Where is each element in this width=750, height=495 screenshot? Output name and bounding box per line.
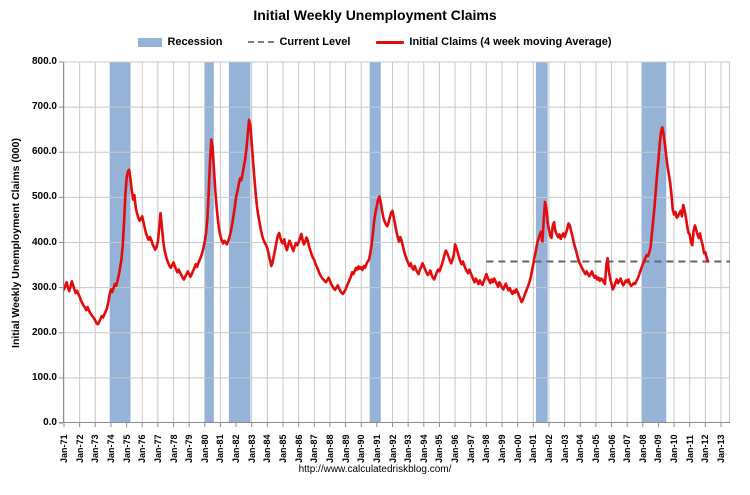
x-tick-label: Jan-13 bbox=[716, 434, 726, 463]
x-tick-label: Jan-99 bbox=[497, 434, 507, 463]
legend-item-initial-claims: Initial Claims (4 week moving Average) bbox=[376, 36, 612, 48]
x-tick-label: Jan-93 bbox=[403, 434, 414, 463]
x-tick-label: Jan-85 bbox=[278, 434, 288, 463]
x-tick-label: Jan-97 bbox=[465, 434, 476, 463]
x-tick-label: Jan-09 bbox=[653, 434, 664, 463]
x-tick-label: Jan-88 bbox=[324, 434, 335, 463]
x-tick-label: Jan-81 bbox=[215, 434, 226, 463]
y-tick-label: 100.0 bbox=[31, 371, 57, 383]
legend-label-current-level: Current Level bbox=[279, 36, 351, 48]
y-tick-label: 800.0 bbox=[31, 56, 57, 67]
x-tick-label: Jan-82 bbox=[231, 434, 242, 463]
current-level-swatch-icon bbox=[248, 41, 275, 43]
x-tick-label: Jan-89 bbox=[340, 434, 351, 463]
x-tick-label: Jan-02 bbox=[543, 434, 554, 463]
chart-legend: Recession Current Level Initial Claims (… bbox=[0, 36, 750, 48]
chart-title: Initial Weekly Unemployment Claims bbox=[253, 7, 497, 23]
x-tick-label: Jan-08 bbox=[637, 434, 648, 463]
x-tick-label: Jan-95 bbox=[434, 434, 445, 463]
y-tick-label: 0.0 bbox=[43, 417, 57, 428]
x-tick-label: Jan-01 bbox=[528, 434, 539, 463]
y-tick-label: 700.0 bbox=[31, 101, 57, 113]
x-tick-label: Jan-84 bbox=[262, 434, 273, 463]
y-tick-label: 600.0 bbox=[31, 146, 57, 158]
x-tick-label: Jan-76 bbox=[137, 434, 148, 463]
x-tick-label: Jan-83 bbox=[246, 434, 257, 463]
y-tick-label: 200.0 bbox=[31, 326, 57, 338]
x-tick-label: Jan-94 bbox=[418, 434, 429, 463]
x-tick-label: Jan-79 bbox=[184, 434, 195, 463]
x-tick-label: Jan-90 bbox=[356, 434, 367, 463]
legend-label-initial-claims: Initial Claims (4 week moving Average) bbox=[409, 36, 612, 48]
plot-area bbox=[59, 61, 730, 427]
x-tick-label: Jan-05 bbox=[590, 434, 601, 463]
x-tick-label: Jan-71 bbox=[59, 434, 69, 463]
x-tick-label: Jan-03 bbox=[559, 434, 570, 463]
x-tick-label: Jan-87 bbox=[309, 434, 320, 463]
x-tick-label: Jan-07 bbox=[622, 434, 633, 463]
legend-item-current-level: Current Level bbox=[248, 36, 350, 48]
legend-item-recession: Recession bbox=[138, 36, 222, 48]
x-tick-label: Jan-72 bbox=[74, 434, 85, 463]
x-tick-label: Jan-11 bbox=[684, 434, 695, 463]
x-tick-label: Jan-80 bbox=[199, 434, 210, 463]
source-url: http://www.calculatedriskblog.com/ bbox=[298, 464, 452, 475]
x-tick-label: Jan-12 bbox=[700, 434, 711, 463]
x-tick-label: Jan-04 bbox=[575, 434, 586, 463]
x-tick-label: Jan-96 bbox=[450, 434, 461, 463]
recession-swatch-icon bbox=[138, 37, 163, 47]
x-tick-label: Jan-86 bbox=[293, 434, 304, 463]
y-tick-label: 500.0 bbox=[31, 191, 57, 203]
x-tick-label: Jan-98 bbox=[481, 434, 492, 463]
x-tick-label: Jan-92 bbox=[387, 434, 398, 463]
legend-label-recession: Recession bbox=[167, 36, 223, 48]
y-tick-label: 300.0 bbox=[31, 281, 57, 293]
initial-claims-swatch-icon bbox=[376, 40, 405, 44]
x-tick-label: Jan-74 bbox=[105, 434, 116, 463]
x-tick-label: Jan-78 bbox=[168, 434, 179, 463]
x-tick-label: Jan-73 bbox=[90, 434, 101, 463]
x-tick-label: Jan-06 bbox=[606, 434, 617, 463]
x-tick-label: Jan-10 bbox=[669, 434, 680, 463]
x-tick-label: Jan-91 bbox=[371, 434, 382, 463]
x-tick-label: Jan-00 bbox=[512, 434, 523, 463]
x-tick-label: Jan-77 bbox=[152, 434, 163, 463]
y-tick-label: 400.0 bbox=[31, 236, 57, 248]
x-tick-label: Jan-75 bbox=[121, 434, 132, 463]
